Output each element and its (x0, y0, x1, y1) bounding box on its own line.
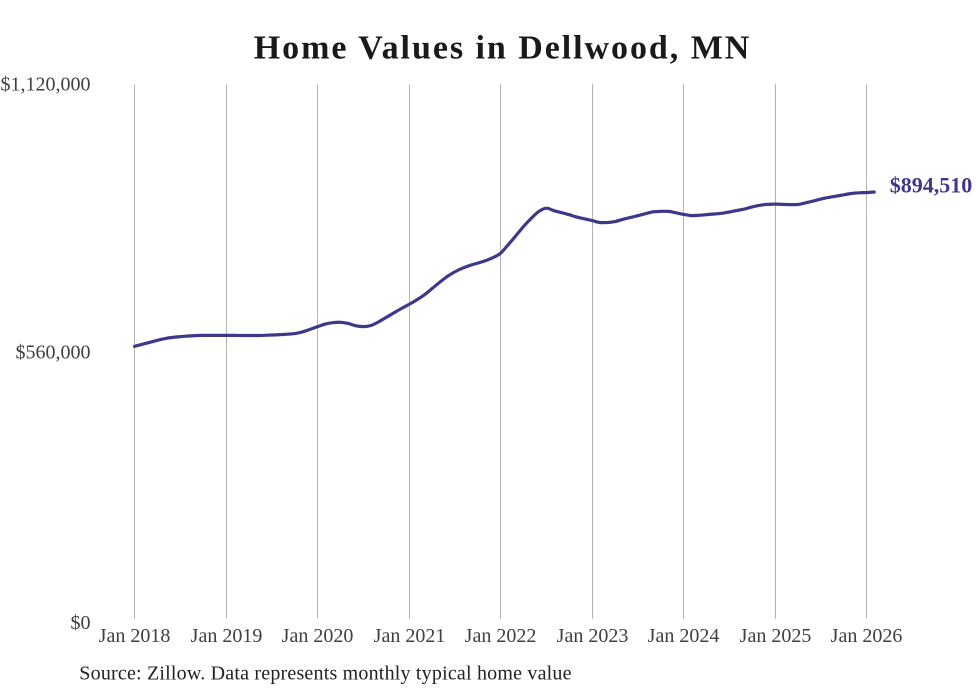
svg-text:Source: Zillow. Data represent: Source: Zillow. Data represents monthly … (79, 662, 571, 684)
svg-text:Jan 2026: Jan 2026 (831, 625, 903, 647)
svg-text:Home Values in Dellwood, MN: Home Values in Dellwood, MN (254, 30, 752, 67)
svg-text:Jan 2022: Jan 2022 (465, 625, 537, 647)
svg-text:$1,120,000: $1,120,000 (1, 73, 91, 95)
svg-text:Jan 2025: Jan 2025 (740, 625, 812, 647)
svg-text:$560,000: $560,000 (16, 342, 91, 364)
svg-text:Jan 2024: Jan 2024 (648, 625, 720, 647)
svg-text:$894,510: $894,510 (890, 173, 973, 198)
svg-text:Jan 2023: Jan 2023 (557, 625, 629, 647)
svg-text:Jan 2021: Jan 2021 (374, 625, 446, 647)
svg-text:Jan 2020: Jan 2020 (282, 625, 354, 647)
svg-text:$0: $0 (71, 612, 91, 634)
svg-text:Jan 2019: Jan 2019 (191, 625, 263, 647)
svg-text:Jan 2018: Jan 2018 (99, 625, 171, 647)
